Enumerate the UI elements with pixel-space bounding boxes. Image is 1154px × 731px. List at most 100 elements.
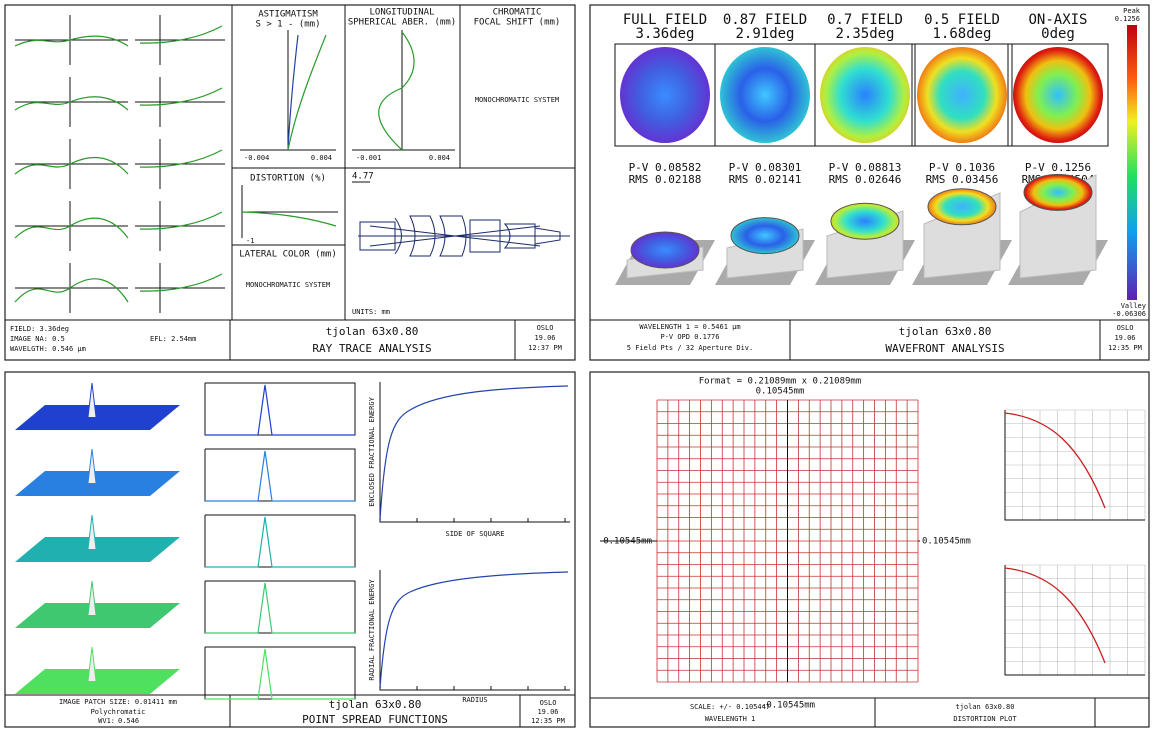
footer-text: POINT SPREAD FUNCTIONS [302,713,448,726]
axis [240,30,336,151]
footer-text: tjolan 63x0.80 [326,325,419,338]
axis [1004,410,1145,521]
footer-text: 19.06 [1114,334,1135,342]
axis [1004,565,1145,676]
footer-text: WAVELGTH: 0.546 µm [10,345,86,353]
footer-text: 5 Field Pts / 32 Aperture Div. [627,344,753,352]
field-name: 0.5 FIELD [924,12,1000,28]
axis [204,514,356,568]
label: MONOCHROMATIC SYSTEM [475,96,559,104]
divider [5,694,575,727]
rms: RMS 0.03456 [926,173,999,186]
axis-title: RADIUS [462,696,487,704]
ray-fan-curve [14,35,129,47]
footer-text: tjolan 63x0.80 [329,698,422,711]
pv: P-V 0.1256 [1025,161,1091,174]
label: 4.77 [352,172,374,182]
curve [241,211,337,227]
label: MONOCHROMATIC SYSTEM [246,281,330,289]
footer-text: OSLO [537,324,554,332]
footer-text: WAVELENGTH 1 [705,715,756,723]
psf-plate [15,471,180,496]
tick-label: 0.004 [311,154,332,162]
wavefront-map [720,47,810,143]
footer-text: Polychromatic [91,708,146,716]
tick-label: -0.004 [244,154,269,162]
axis [352,30,455,151]
footer-text: 0.546 [118,717,139,725]
footer-text: FIELD: 3.36deg [10,325,69,333]
panel-frame [4,4,576,361]
footer-text: OSLO [540,699,557,707]
psf-spike [87,646,97,682]
ray-fan-curve [14,156,129,175]
footer-text: 19.06 [534,334,555,342]
label: 0.10545mm [922,537,971,547]
psf-plate [15,405,180,430]
ray-fan-curve [139,87,223,106]
field-name: 0.87 FIELD [723,12,807,28]
rms: RMS 0.02188 [629,173,702,186]
footer-text: WAVELENGTH 1 = 0.5461 µm [639,323,740,331]
ray-trace-panel: ASTIGMATISM S > 1 - (mm) -0.004 0.004 LO… [5,5,575,360]
3d-top [630,231,700,269]
footer-text: SCALE: +/- 0.105447 [690,703,770,711]
label: Format = 0.21089mm x 0.21089mm [699,377,862,387]
distortion-panel: Format = 0.21089mm x 0.21089mm 0.10545mm… [590,377,1149,727]
ray-fan-curve [14,217,129,239]
pv: P-V 0.1036 [929,161,995,174]
axis [15,139,225,189]
field-angle: 2.91deg [735,26,794,42]
wavefront-map [917,47,1007,143]
footer-text: WAVEFRONT ANALYSIS [885,342,1004,355]
curve [378,31,415,151]
pv: P-V 0.08582 [629,161,702,174]
field-name: ON-AXIS [1028,12,1087,28]
tick-label: 0.004 [429,154,450,162]
distortion-curve [1004,412,1106,509]
footer-text: IMAGE PATCH SIZE: 0.01411 mm [59,698,177,706]
label: -0.10545mm [761,701,815,711]
wavefront-panel: Peak 0.1256 Valley -0.06306 WAVELENGTH 1… [590,7,1149,360]
curve [379,385,569,521]
footer-text: 12:37 PM [528,344,562,352]
divider [5,5,575,360]
label: Valley [1121,302,1146,310]
panel-frame [589,4,1150,361]
3d-top [927,188,997,226]
psf-slice [205,582,355,634]
footer-text: WV1: [98,717,115,725]
axis [204,448,356,502]
axis [600,400,920,682]
field-angle: 2.35deg [835,26,894,42]
map-frame [1007,43,1109,147]
psf-slice [205,516,355,568]
psf-plate [15,537,180,562]
field-angle: 0deg [1041,26,1075,42]
axis [204,580,356,634]
wavefront-map [1013,47,1103,143]
ray-fan-curve [14,278,129,303]
map-frame [911,43,1013,147]
footer-text: tjolan 63x0.80 [899,325,992,338]
3d-top [1023,173,1093,211]
field-name: 0.7 FIELD [827,12,903,28]
psf-spike [87,580,97,616]
footer-text: 19.06 [537,708,558,716]
psf-plate [15,603,180,628]
wavefront-map [820,47,910,143]
label: ASTIGMATISM [258,10,318,20]
label: FOCAL SHIFT (mm) [474,18,561,28]
axis [15,263,225,313]
psf-slice [205,648,355,700]
field-angle: 3.36deg [635,26,694,42]
psf-plate [15,669,180,694]
wavefront-map [620,47,710,143]
3d-top [830,202,900,240]
ray-fan-curve [139,25,223,44]
pv: P-V 0.08301 [729,161,802,174]
label: 0.10545mm [756,387,805,397]
panel-frame [589,371,1150,728]
3d-top [730,217,800,255]
